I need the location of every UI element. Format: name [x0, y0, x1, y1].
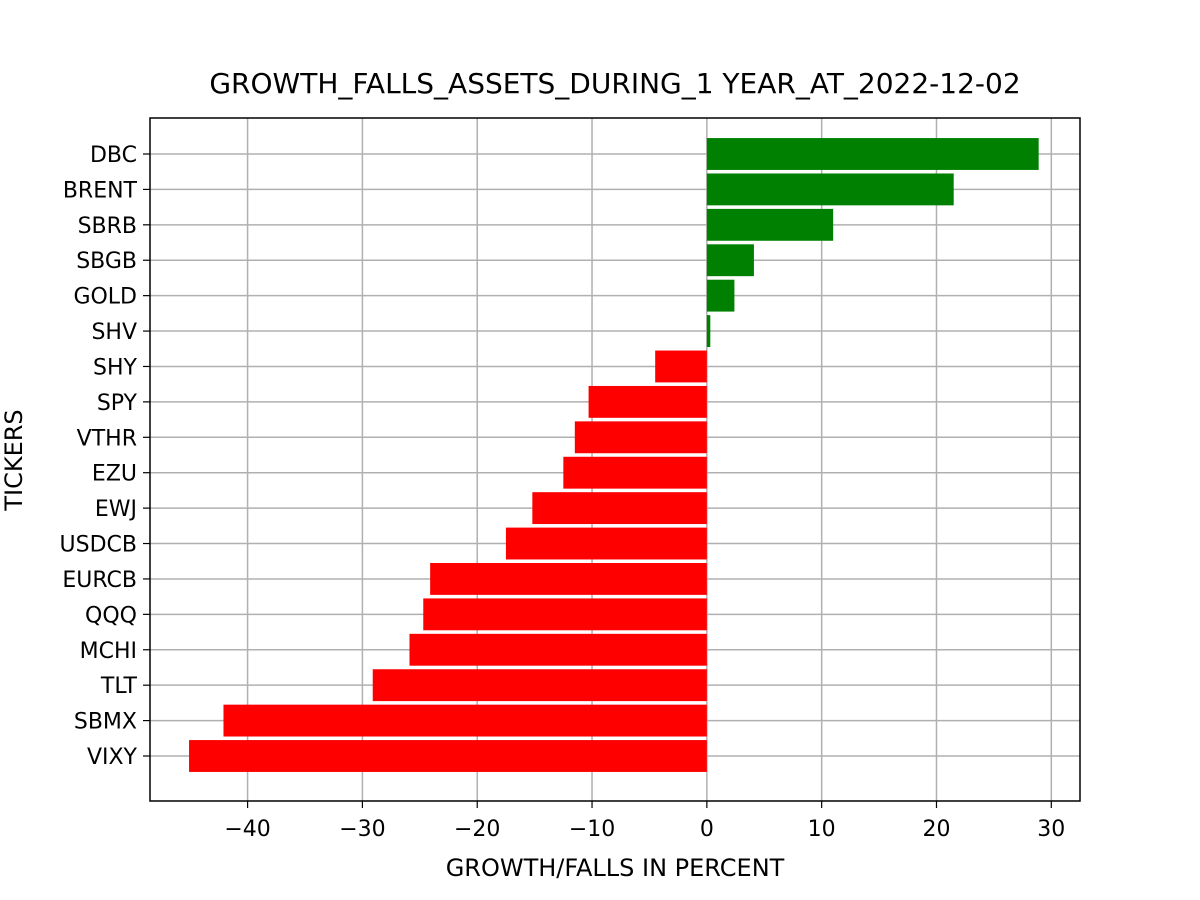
bar-vthr — [574, 421, 707, 454]
bar-vixy — [189, 740, 707, 772]
y-tick-label: USDCB — [60, 533, 137, 558]
y-tick-label: VIXY — [87, 745, 138, 770]
y-tick-label: SHV — [91, 320, 137, 345]
y-tick-label: SBMX — [74, 710, 137, 735]
y-tick-label: DBC — [90, 143, 137, 168]
bar-ezu — [563, 456, 707, 489]
bar-gold — [706, 279, 735, 312]
bar-sbmx — [223, 704, 707, 737]
y-axis-label: TICKERS — [0, 409, 28, 511]
x-tick-label: −40 — [224, 817, 270, 842]
y-tick-label: SPY — [97, 391, 138, 416]
x-axis-label: GROWTH/FALLS IN PERCENT — [446, 854, 785, 882]
bar-ewj — [532, 492, 707, 525]
bar-spy — [588, 385, 707, 418]
y-tick-label: BRENT — [63, 178, 138, 203]
bar-dbc — [706, 138, 1039, 170]
x-tick-label: 0 — [700, 817, 714, 842]
y-tick-label: SBGB — [76, 249, 137, 274]
x-tick-label: 30 — [1037, 817, 1065, 842]
y-tick-label: QQQ — [85, 603, 137, 628]
y-tick-label: VTHR — [77, 426, 137, 451]
bar-eurcb — [430, 563, 707, 595]
x-tick-label: −20 — [454, 817, 500, 842]
x-tick-label: 10 — [808, 817, 836, 842]
bars — [189, 138, 1039, 772]
y-tick-label: EWJ — [95, 497, 137, 522]
y-tick-label: MCHI — [80, 639, 137, 664]
y-tick-label: SHY — [93, 355, 138, 380]
plot-frame — [149, 117, 1081, 802]
bar-sbgb — [706, 244, 754, 277]
x-tick-label: 20 — [922, 817, 950, 842]
bar-brent — [706, 173, 954, 206]
bar-mchi — [409, 633, 707, 666]
y-ticks: DBC BRENT SBRB SBGB GOLD SHV SHY SPY VTHR EZU EWJ U… — [60, 143, 150, 770]
chart-title: GROWTH_FALLS_ASSETS_DURING_1 YEAR_AT_202… — [209, 67, 1020, 100]
bar-sbrb — [706, 208, 834, 241]
y-tick-label: TLT — [100, 674, 138, 699]
bar-qqq — [423, 598, 707, 631]
bar-shv — [706, 315, 711, 347]
y-tick-label: GOLD — [73, 285, 137, 310]
y-tick-label: EZU — [92, 462, 137, 487]
y-tick-label: SBRB — [78, 214, 137, 239]
bar-tlt — [372, 669, 707, 702]
bar-shy — [655, 350, 707, 383]
y-tick-label: EURCB — [62, 568, 137, 593]
x-ticks: −40 −30 −20 −10 0 10 20 30 — [224, 801, 1065, 842]
bar-usdcb — [505, 527, 707, 560]
x-tick-label: −10 — [569, 817, 615, 842]
x-tick-label: −30 — [339, 817, 385, 842]
